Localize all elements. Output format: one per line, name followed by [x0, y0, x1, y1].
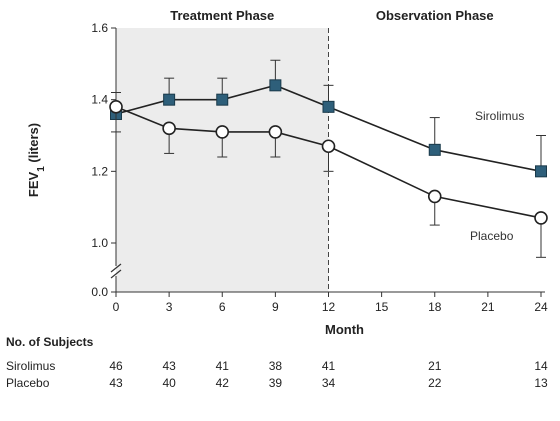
subjects-count: 43: [109, 376, 123, 390]
x-tick-label: 6: [219, 300, 226, 314]
data-point-placebo: [109, 100, 123, 114]
data-point-sirolimus: [428, 143, 441, 156]
subjects-count: 22: [428, 376, 442, 390]
x-tick-label: 15: [375, 300, 389, 314]
data-point-sirolimus: [322, 100, 335, 113]
subjects-count: 34: [321, 376, 336, 390]
x-tick-label: 12: [322, 300, 336, 314]
y-tick-label: 1.2: [91, 164, 108, 178]
subjects-count: 39: [268, 376, 283, 390]
fev1-line-chart: 0.0 1.0 1.2 1.4 1.6 0 3 6 9 12 15 18 21 24 Treatment P…: [26, 8, 548, 335]
x-tick-label: 9: [272, 300, 279, 314]
subjects-table: No. of Subjects Sirolimus 46 43 41 38 41 21 14 P…: [0, 333, 560, 421]
data-point-sirolimus: [163, 93, 176, 106]
subjects-table-title: No. of Subjects: [6, 335, 94, 349]
subjects-count: 41: [321, 359, 336, 373]
series-layer: [109, 59, 548, 258]
y-tick-label: 1.4: [91, 93, 108, 107]
subjects-count: 38: [268, 359, 283, 373]
x-tick-label: 3: [166, 300, 173, 314]
phase-label-1: Observation Phase: [376, 8, 494, 23]
y-axis-break-mark-2: [110, 269, 122, 279]
subjects-row-label: Placebo: [6, 376, 50, 390]
x-tick-label: 18: [428, 300, 442, 314]
x-tick-label: 0: [113, 300, 120, 314]
y-tick-label: 1.6: [91, 21, 108, 35]
series-label-placebo: Placebo: [470, 229, 514, 243]
y-tick-label: 0.0: [91, 285, 108, 299]
y-axis-title: FEV1 (liters): [26, 123, 47, 197]
subjects-count: 43: [162, 359, 176, 373]
chart-text: 0.0 1.0 1.2 1.4 1.6 0 3 6 9 12 15 18 21 24 Treatment P…: [26, 8, 548, 335]
phase-background-0: [116, 28, 329, 292]
phase-background-1: [328, 28, 541, 292]
data-point-placebo: [162, 121, 176, 136]
x-tick-label: 21: [481, 300, 495, 314]
x-axis-title: Month: [325, 322, 364, 335]
subjects-count: 41: [215, 359, 229, 373]
x-tick-label: 24: [534, 300, 548, 314]
data-point-sirolimus: [216, 93, 229, 106]
series-label-sirolimus: Sirolimus: [475, 109, 524, 123]
subjects-count: 14: [534, 359, 548, 373]
data-point-placebo: [268, 125, 283, 139]
data-point-placebo: [427, 189, 442, 204]
data-point-sirolimus: [535, 165, 547, 178]
subjects-count: 46: [109, 359, 123, 373]
data-point-placebo: [534, 211, 548, 225]
subjects-count: 13: [534, 376, 548, 390]
subjects-row-label: Sirolimus: [6, 359, 56, 373]
subjects-count: 21: [428, 359, 442, 373]
y-tick-label: 1.0: [91, 236, 108, 250]
data-point-placebo: [321, 139, 336, 154]
subjects-count: 40: [162, 376, 176, 390]
y-axis-break-mark-1: [110, 263, 122, 273]
subjects-count: 42: [215, 376, 229, 390]
data-point-placebo: [215, 125, 230, 139]
phase-label-0: Treatment Phase: [170, 8, 274, 23]
data-point-sirolimus: [269, 79, 282, 92]
phase-backgrounds: [116, 28, 541, 292]
